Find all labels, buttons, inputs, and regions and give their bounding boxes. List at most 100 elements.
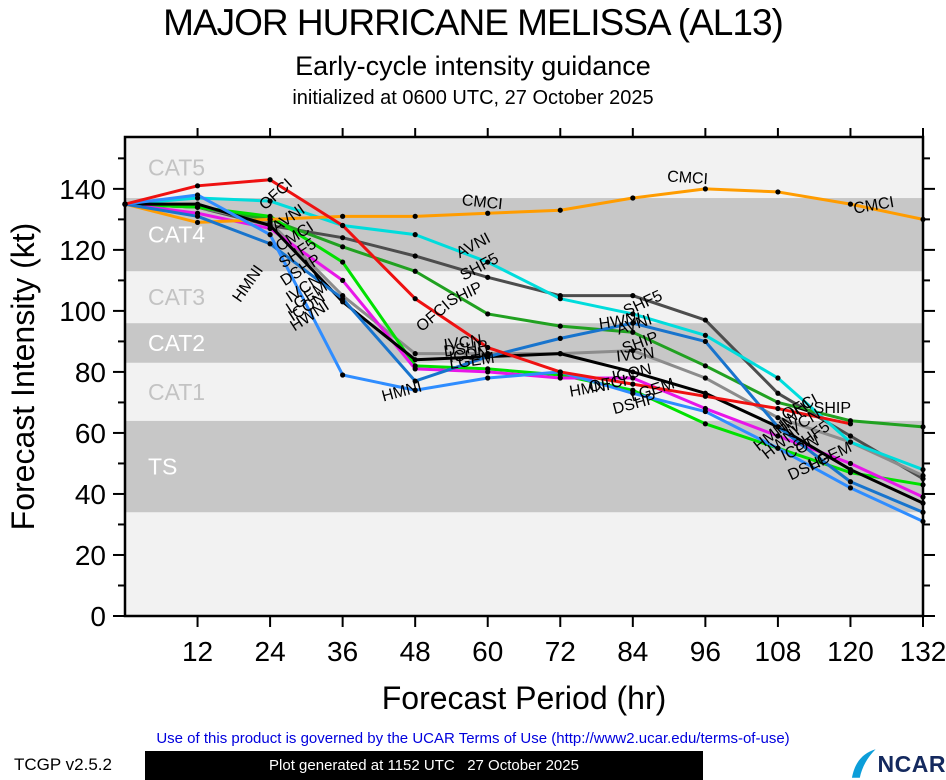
marker-OFCI-108 [775,405,781,412]
line-label-IVCN-12: IVCN [443,332,483,354]
marker-IVCN-96 [702,375,708,381]
tcgp-version-label: TCGP v2.5.2 [14,755,112,774]
marker-DSHP-72 [557,375,563,381]
marker-AVNI-108 [775,375,781,381]
marker-HWNI-24 [267,241,273,247]
marker-ICON-84 [630,369,636,375]
marker-SHIP-36 [340,244,346,250]
marker-HWNI-60 [485,354,491,360]
marker-OFCI-48 [412,296,418,302]
marker-CMCI-96 [702,186,708,192]
marker-OFCI-60 [485,344,491,351]
series-line-ICON [123,202,925,505]
marker-CMCI-72 [557,207,563,213]
marker-IVCN-108 [775,415,781,421]
x-tick-label-108: 108 [755,636,802,667]
plot-generated-text: Plot generated at 1152 UTC 27 October 20… [269,757,579,774]
line-label-CMCI-41: CMCI [852,194,895,218]
line-label-SHIP-32: SHIP [814,400,851,417]
page-subtitle: Early-cycle intensity guidance [295,51,651,81]
marker-HMNI-12 [194,192,201,198]
series-line-HWNI [123,202,925,514]
marker-OFCI-72 [557,369,563,375]
marker-DSHP-108 [775,433,781,439]
y-tick-label-60: 60 [75,418,106,449]
x-tick-label-72: 72 [545,636,576,667]
marker-CMCI-36 [340,213,346,219]
marker-CMCI-108 [775,189,781,195]
band-CAT5 [125,137,923,199]
band-label-CAT1: CAT1 [148,379,205,405]
line-label-IVCN-25: IVCN [615,345,655,366]
marker-HWNI-108 [775,424,781,430]
marker-HMNI-108 [775,445,781,451]
marker-SHF5-36 [340,235,346,241]
band-CAT2 [125,323,923,363]
y-tick-label-120: 120 [59,235,106,266]
marker-HMNI-24 [267,232,273,238]
page-title: MAJOR HURRICANE MELISSA (AL13) [163,2,784,43]
x-tick-label-96: 96 [690,636,721,667]
y-tick-label-0: 0 [90,601,106,632]
marker-IVCN-84 [630,347,636,354]
x-tick-label-120: 120 [827,636,874,667]
band-label-CAT4: CAT4 [148,222,205,248]
x-tick-label-48: 48 [400,636,431,667]
ncar-logo-text: NCAR [877,750,946,777]
x-tick-label-132: 132 [900,636,946,667]
plot-frame [123,135,925,618]
marker-AVNI-84 [630,311,636,317]
line-label-HMNI-30: HMNI [568,377,611,401]
marker-DSHP-60 [485,369,491,375]
marker-SHF5-60 [485,274,491,280]
series-line-SHIP [123,202,925,429]
marker-ICON-48 [412,357,418,363]
marker-CMCI-12 [194,219,201,226]
ncar-logo: NCAR [848,748,946,780]
marker-CMCI-120 [847,201,854,207]
marker-ICON-120 [847,466,854,473]
marker-HWNI-12 [194,213,201,219]
marker-ICON-12 [194,201,201,207]
marker-HWNI-120 [847,479,854,485]
series-line-AVNI [123,196,925,472]
marker-AVNI-60 [485,259,491,265]
marker-DSHP-48 [412,366,418,372]
marker-OFCI-24 [267,177,273,183]
series-line-CMCI [123,187,925,224]
band-below-ts [125,512,923,616]
series-line-HMNI [123,193,925,523]
plot-generated-bar: Plot generated at 1152 UTC 27 October 20… [145,751,703,780]
band-label-CAT3: CAT3 [148,284,205,310]
band-label-CAT2: CAT2 [148,330,205,356]
marker-OFCI-96 [702,393,708,399]
marker-ICON-72 [557,351,563,357]
line-label-HWNI-22: HWNI [598,310,643,333]
marker-CMCI-24 [267,216,273,222]
line-label-LGEM-15: LGEM [448,350,495,373]
marker-OFCI-120 [847,421,854,427]
marker-SHF5-84 [630,293,636,299]
marker-SHF5-96 [702,317,708,323]
marker-DSHP-120 [847,460,854,467]
marker-AVNI-120 [847,439,854,445]
marker-HWNI-72 [557,335,563,341]
ncar-sail-icon [851,749,876,778]
marker-CMCI-48 [412,213,418,219]
band-CAT4 [125,198,923,272]
marker-HMNI-60 [485,375,491,381]
marker-OFCI-84 [630,381,636,387]
band-label-CAT5: CAT5 [148,155,205,181]
marker-HMNI-36 [340,372,346,378]
x-tick-label-12: 12 [182,636,213,667]
marker-LGEM-36 [340,259,346,265]
marker-ICON-24 [267,222,273,229]
marker-HMNI-48 [412,387,418,393]
marker-HWNI-84 [630,320,636,326]
line-label-CMCI-19: CMCI [461,192,503,213]
marker-HWNI-36 [340,296,346,302]
line-label-ICON-14: ICON [448,344,490,366]
marker-SHIP-108 [775,399,781,406]
marker-SHF5-120 [847,433,854,439]
marker-SHIP-96 [702,363,708,369]
